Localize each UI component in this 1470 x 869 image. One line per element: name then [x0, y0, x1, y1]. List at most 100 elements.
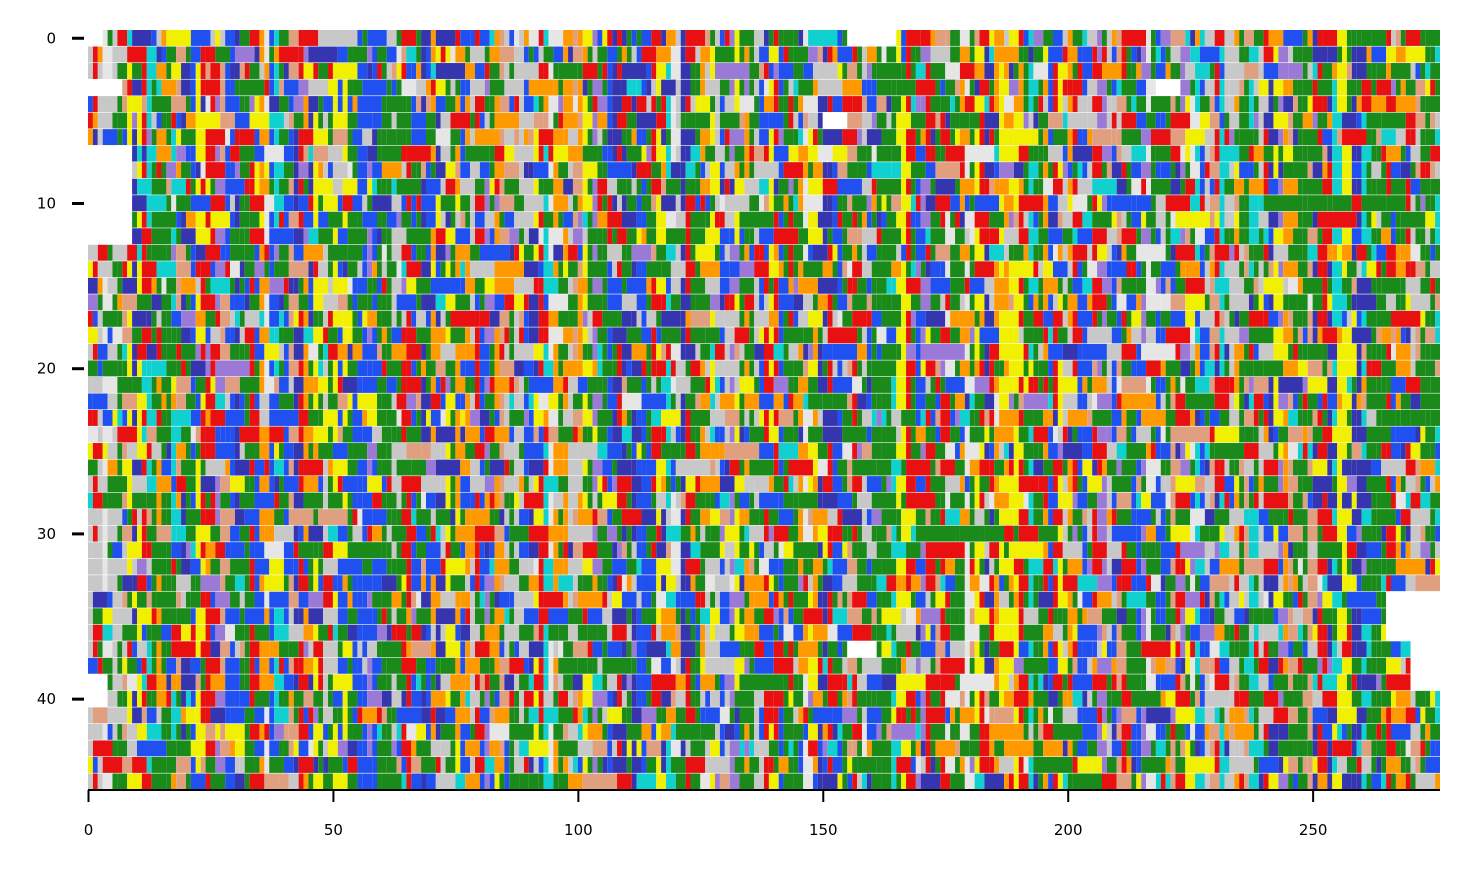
- residue-cell: [1420, 228, 1426, 245]
- residue-cell: [176, 79, 182, 96]
- residue-cell: [1327, 343, 1338, 360]
- residue-cell: [906, 443, 911, 459]
- residue-cell: [724, 129, 730, 146]
- residue-cell: [646, 145, 652, 162]
- residue-cell: [161, 112, 167, 129]
- residue-cell: [798, 195, 804, 212]
- residue-cell: [1376, 145, 1382, 162]
- residue-cell: [1018, 46, 1024, 63]
- residue-cell: [455, 145, 461, 162]
- residue-cell: [367, 277, 373, 294]
- residue-cell: [1160, 376, 1166, 393]
- residue-cell: [166, 443, 172, 459]
- residue-cell: [543, 46, 554, 63]
- residue-cell: [504, 79, 524, 96]
- residue-cell: [930, 327, 941, 344]
- residue-cell: [1268, 294, 1274, 311]
- residue-cell: [455, 343, 466, 360]
- residue-cell: [812, 343, 818, 360]
- residue-cell: [1033, 211, 1039, 228]
- residue-cell: [670, 426, 676, 443]
- residue-cell: [1239, 145, 1249, 162]
- residue-cell: [1199, 145, 1205, 162]
- residue-cell: [773, 211, 779, 228]
- residue-cell: [88, 261, 93, 278]
- residue-cell: [945, 30, 951, 46]
- residue-cell: [328, 162, 333, 179]
- residue-cell: [323, 343, 329, 360]
- residue-cell: [906, 162, 911, 179]
- residue-cell: [161, 376, 172, 393]
- residue-cell: [347, 360, 358, 377]
- residue-cell: [1072, 79, 1083, 96]
- residue-cell: [1229, 96, 1235, 113]
- residue-cell: [1028, 30, 1034, 46]
- residue-cell: [136, 393, 147, 410]
- residue-cell: [381, 63, 387, 79]
- residue-cell: [1366, 310, 1377, 327]
- residue-cell: [122, 327, 133, 344]
- residue-cell: [1381, 228, 1392, 245]
- residue-cell: [269, 211, 275, 228]
- residue-cell: [1278, 310, 1284, 327]
- residue-cell: [1199, 195, 1205, 212]
- residue-cell: [136, 261, 142, 278]
- residue-cell: [607, 63, 613, 79]
- residue-cell: [269, 63, 275, 79]
- residue-cell: [690, 63, 696, 79]
- residue-cell: [474, 310, 480, 327]
- residue-cell: [597, 360, 603, 377]
- residue-cell: [798, 476, 804, 493]
- residue-cell: [386, 228, 392, 245]
- residue-cell: [1332, 112, 1343, 129]
- residue-cell: [1410, 46, 1426, 63]
- residue-cell: [494, 294, 505, 311]
- residue-cell: [852, 310, 867, 327]
- residue-cell: [778, 211, 784, 228]
- residue-cell: [886, 327, 897, 344]
- residue-cell: [1234, 178, 1245, 195]
- residue-cell: [362, 376, 378, 393]
- residue-cell: [666, 145, 671, 162]
- residue-cell: [269, 310, 280, 327]
- residue-cell: [1155, 30, 1161, 46]
- residue-cell: [313, 376, 319, 393]
- residue-cell: [999, 393, 1009, 410]
- residue-cell: [1175, 112, 1191, 129]
- residue-cell: [940, 211, 946, 228]
- residue-cell: [808, 360, 818, 377]
- residue-cell: [332, 112, 343, 129]
- residue-cell: [577, 129, 583, 146]
- residue-cell: [773, 376, 789, 393]
- residue-cell: [357, 476, 363, 493]
- residue-cell: [1435, 294, 1440, 311]
- residue-cell: [621, 244, 627, 261]
- residue-cell: [1146, 261, 1151, 278]
- residue-cell: [680, 410, 686, 426]
- residue-cell: [141, 261, 157, 278]
- residue-cell: [1312, 294, 1323, 311]
- residue-cell: [808, 129, 813, 146]
- residue-cell: [636, 79, 642, 96]
- residue-cell: [328, 228, 333, 245]
- residue-cell: [563, 376, 569, 393]
- residue-cell: [1351, 195, 1362, 212]
- residue-cell: [685, 30, 706, 46]
- residue-cell: [445, 376, 451, 393]
- residue-cell: [935, 79, 941, 96]
- residue-cell: [1391, 393, 1396, 410]
- residue-cell: [269, 46, 275, 63]
- residue-cell: [1376, 410, 1382, 426]
- residue-cell: [915, 310, 926, 327]
- residue-cell: [940, 459, 956, 476]
- residue-cell: [861, 79, 867, 96]
- residue-cell: [435, 145, 441, 162]
- residue-cell: [783, 112, 789, 129]
- residue-cell: [666, 129, 671, 146]
- residue-cell: [230, 476, 245, 493]
- residue-cell: [225, 327, 231, 344]
- residue-cell: [1327, 46, 1338, 63]
- residue-cell: [1327, 393, 1338, 410]
- residue-cell: [1376, 79, 1392, 96]
